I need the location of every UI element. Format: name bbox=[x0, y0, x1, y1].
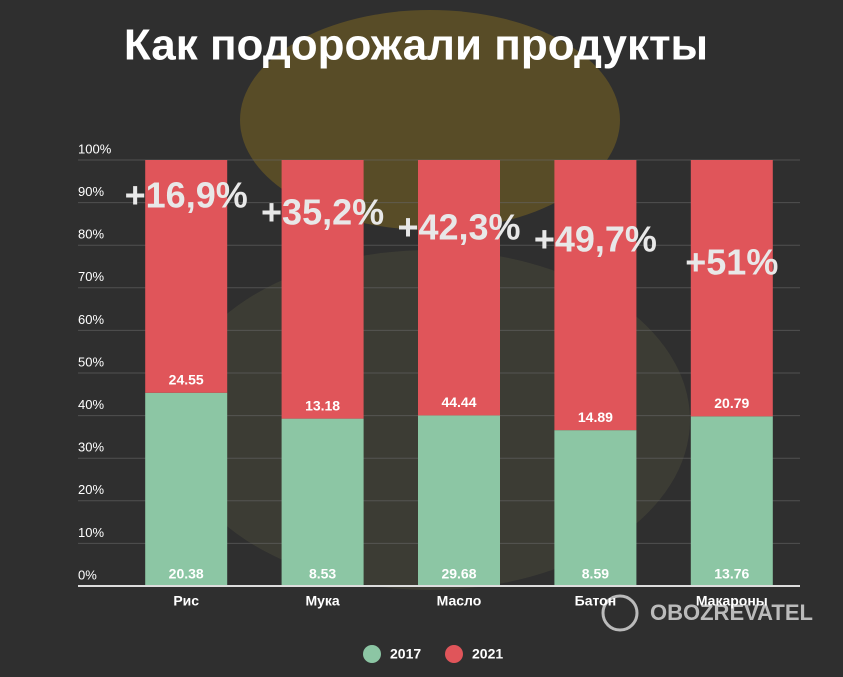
annotation: +51% bbox=[685, 242, 778, 283]
value-label: 8.53 bbox=[309, 566, 336, 582]
y-tick-label: 0% bbox=[78, 567, 97, 582]
legend-label: 2021 bbox=[472, 646, 503, 662]
value-label: 14.89 bbox=[578, 409, 613, 425]
value-label: 20.38 bbox=[169, 566, 204, 582]
watermark-logo bbox=[601, 594, 639, 632]
y-tick-label: 100% bbox=[78, 141, 112, 156]
bar-segment bbox=[418, 415, 500, 586]
watermark: OBOZREVATEL bbox=[650, 600, 813, 625]
y-tick-label: 40% bbox=[78, 397, 104, 412]
chart-title: Как подорожали продукты bbox=[124, 21, 708, 70]
bar-segment bbox=[554, 160, 637, 431]
annotation: +35,2% bbox=[261, 192, 384, 233]
x-tick-label: Мука bbox=[305, 593, 339, 609]
legend-swatch bbox=[445, 645, 463, 663]
value-label: 44.44 bbox=[441, 394, 476, 410]
bar-segment bbox=[145, 160, 228, 393]
value-label: 20.79 bbox=[714, 395, 749, 411]
value-label: 29.68 bbox=[441, 566, 476, 582]
x-tick-label: Масло bbox=[437, 593, 482, 609]
y-tick-label: 30% bbox=[78, 440, 104, 455]
y-tick-label: 90% bbox=[78, 184, 104, 199]
bar-segment bbox=[281, 160, 364, 419]
bar-segment bbox=[281, 418, 364, 586]
bar-segment bbox=[554, 430, 637, 586]
annotation: +42,3% bbox=[397, 207, 520, 248]
y-tick-label: 60% bbox=[78, 312, 104, 327]
bar-segment bbox=[145, 392, 228, 586]
value-label: 8.59 bbox=[582, 566, 609, 582]
y-tick-label: 70% bbox=[78, 269, 104, 284]
x-tick-label: Макароны bbox=[696, 593, 768, 609]
bar-segment bbox=[418, 160, 500, 416]
value-label: 24.55 bbox=[169, 371, 204, 387]
y-tick-label: 80% bbox=[78, 227, 104, 242]
x-tick-label: Рис bbox=[173, 593, 199, 609]
y-tick-label: 50% bbox=[78, 354, 104, 369]
value-label: 13.76 bbox=[714, 566, 749, 582]
y-tick-label: 10% bbox=[78, 525, 104, 540]
annotation: +49,7% bbox=[534, 219, 657, 260]
bar-segment bbox=[690, 416, 773, 586]
annotation: +16,9% bbox=[125, 175, 248, 216]
y-tick-label: 20% bbox=[78, 482, 104, 497]
bar-segment bbox=[690, 160, 773, 417]
legend-label: 2017 bbox=[390, 646, 421, 662]
value-label: 13.18 bbox=[305, 397, 340, 413]
legend-swatch bbox=[363, 645, 381, 663]
x-tick-label: Батон bbox=[575, 593, 617, 609]
